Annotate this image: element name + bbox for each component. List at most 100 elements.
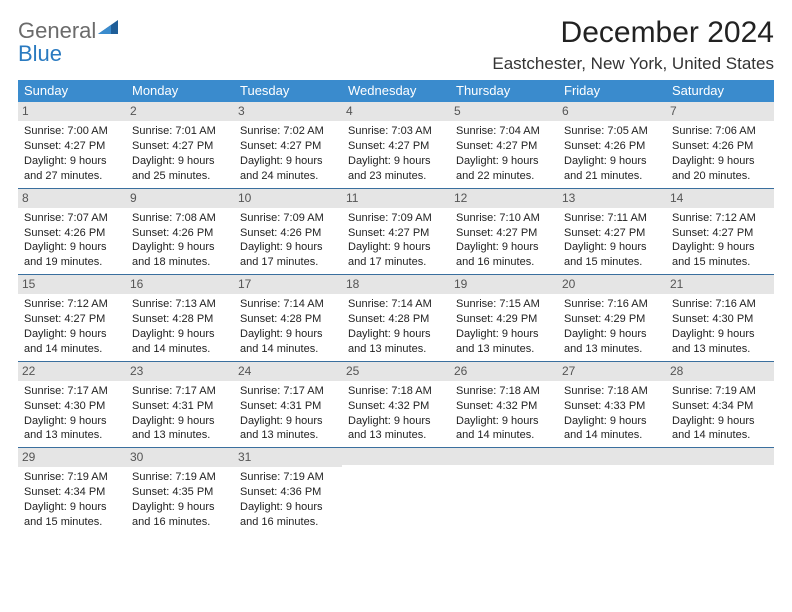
week-row: 29Sunrise: 7:19 AMSunset: 4:34 PMDayligh… [18,448,774,534]
day-number: 16 [126,275,234,294]
logo-general: General [18,18,96,43]
daylight-line: and 17 minutes. [240,255,336,270]
empty-day [450,448,558,465]
sunrise-line: Sunrise: 7:19 AM [24,470,120,485]
sunset-line: Sunset: 4:28 PM [348,312,444,327]
day-number: 1 [18,102,126,121]
daylight-line: and 23 minutes. [348,169,444,184]
daylight-line: Daylight: 9 hours [564,414,660,429]
week-row: 22Sunrise: 7:17 AMSunset: 4:30 PMDayligh… [18,361,774,448]
day-number: 6 [558,102,666,121]
day-cell: 23Sunrise: 7:17 AMSunset: 4:31 PMDayligh… [126,361,234,448]
sunrise-line: Sunrise: 7:04 AM [456,124,552,139]
calendar-table: Sunday Monday Tuesday Wednesday Thursday… [18,80,774,534]
daylight-line: Daylight: 9 hours [24,327,120,342]
sunrise-line: Sunrise: 7:17 AM [240,384,336,399]
day-cell: 14Sunrise: 7:12 AMSunset: 4:27 PMDayligh… [666,188,774,275]
daylight-line: and 21 minutes. [564,169,660,184]
sunset-line: Sunset: 4:36 PM [240,485,336,500]
daylight-line: Daylight: 9 hours [24,414,120,429]
sunset-line: Sunset: 4:34 PM [24,485,120,500]
day-number: 13 [558,189,666,208]
day-number: 3 [234,102,342,121]
day-number: 18 [342,275,450,294]
sunrise-line: Sunrise: 7:11 AM [564,211,660,226]
daylight-line: and 17 minutes. [348,255,444,270]
day-number: 25 [342,362,450,381]
weekday-header-row: Sunday Monday Tuesday Wednesday Thursday… [18,80,774,102]
weekday-sat: Saturday [666,80,774,102]
daylight-line: and 19 minutes. [24,255,120,270]
daylight-line: Daylight: 9 hours [672,240,768,255]
weekday-wed: Wednesday [342,80,450,102]
sunset-line: Sunset: 4:32 PM [456,399,552,414]
day-number: 5 [450,102,558,121]
daylight-line: and 14 minutes. [132,342,228,357]
daylight-line: and 16 minutes. [456,255,552,270]
sunrise-line: Sunrise: 7:14 AM [240,297,336,312]
weekday-sun: Sunday [18,80,126,102]
day-cell: 13Sunrise: 7:11 AMSunset: 4:27 PMDayligh… [558,188,666,275]
sunset-line: Sunset: 4:27 PM [456,226,552,241]
day-number: 27 [558,362,666,381]
logo-triangle-icon [98,20,118,39]
title-block: December 2024 Eastchester, New York, Uni… [492,16,774,74]
day-cell: 21Sunrise: 7:16 AMSunset: 4:30 PMDayligh… [666,275,774,362]
day-cell: 20Sunrise: 7:16 AMSunset: 4:29 PMDayligh… [558,275,666,362]
daylight-line: Daylight: 9 hours [24,500,120,515]
day-number: 8 [18,189,126,208]
sunset-line: Sunset: 4:27 PM [672,226,768,241]
daylight-line: and 22 minutes. [456,169,552,184]
sunset-line: Sunset: 4:34 PM [672,399,768,414]
sunset-line: Sunset: 4:31 PM [132,399,228,414]
day-number: 17 [234,275,342,294]
daylight-line: and 13 minutes. [456,342,552,357]
sunrise-line: Sunrise: 7:05 AM [564,124,660,139]
day-cell: 31Sunrise: 7:19 AMSunset: 4:36 PMDayligh… [234,448,342,534]
day-cell: 11Sunrise: 7:09 AMSunset: 4:27 PMDayligh… [342,188,450,275]
daylight-line: and 16 minutes. [240,515,336,530]
daylight-line: and 15 minutes. [672,255,768,270]
day-cell: 29Sunrise: 7:19 AMSunset: 4:34 PMDayligh… [18,448,126,534]
logo: General Blue [18,20,118,66]
daylight-line: and 14 minutes. [672,428,768,443]
day-cell: 18Sunrise: 7:14 AMSunset: 4:28 PMDayligh… [342,275,450,362]
day-cell: 19Sunrise: 7:15 AMSunset: 4:29 PMDayligh… [450,275,558,362]
daylight-line: Daylight: 9 hours [24,154,120,169]
day-number: 28 [666,362,774,381]
daylight-line: Daylight: 9 hours [564,154,660,169]
day-cell: 3Sunrise: 7:02 AMSunset: 4:27 PMDaylight… [234,102,342,188]
daylight-line: Daylight: 9 hours [132,240,228,255]
sunset-line: Sunset: 4:27 PM [24,139,120,154]
day-cell: 6Sunrise: 7:05 AMSunset: 4:26 PMDaylight… [558,102,666,188]
weekday-tue: Tuesday [234,80,342,102]
daylight-line: and 14 minutes. [24,342,120,357]
daylight-line: Daylight: 9 hours [456,240,552,255]
daylight-line: Daylight: 9 hours [456,327,552,342]
daylight-line: and 20 minutes. [672,169,768,184]
day-number: 20 [558,275,666,294]
sunrise-line: Sunrise: 7:06 AM [672,124,768,139]
sunrise-line: Sunrise: 7:09 AM [240,211,336,226]
sunset-line: Sunset: 4:27 PM [348,226,444,241]
sunrise-line: Sunrise: 7:16 AM [564,297,660,312]
daylight-line: Daylight: 9 hours [240,240,336,255]
day-cell: 24Sunrise: 7:17 AMSunset: 4:31 PMDayligh… [234,361,342,448]
logo-blue: Blue [18,41,62,66]
day-number: 22 [18,362,126,381]
day-cell: 2Sunrise: 7:01 AMSunset: 4:27 PMDaylight… [126,102,234,188]
sunrise-line: Sunrise: 7:18 AM [456,384,552,399]
day-cell: 16Sunrise: 7:13 AMSunset: 4:28 PMDayligh… [126,275,234,362]
sunrise-line: Sunrise: 7:19 AM [240,470,336,485]
day-cell: 1Sunrise: 7:00 AMSunset: 4:27 PMDaylight… [18,102,126,188]
day-cell: 25Sunrise: 7:18 AMSunset: 4:32 PMDayligh… [342,361,450,448]
sunset-line: Sunset: 4:29 PM [564,312,660,327]
day-cell: 26Sunrise: 7:18 AMSunset: 4:32 PMDayligh… [450,361,558,448]
daylight-line: Daylight: 9 hours [132,414,228,429]
day-number: 31 [234,448,342,467]
daylight-line: Daylight: 9 hours [240,327,336,342]
sunrise-line: Sunrise: 7:09 AM [348,211,444,226]
day-number: 19 [450,275,558,294]
sunrise-line: Sunrise: 7:13 AM [132,297,228,312]
location: Eastchester, New York, United States [492,54,774,74]
